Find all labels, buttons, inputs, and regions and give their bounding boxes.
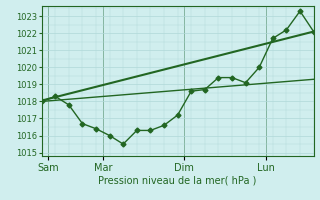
- X-axis label: Pression niveau de la mer( hPa ): Pression niveau de la mer( hPa ): [99, 176, 257, 186]
